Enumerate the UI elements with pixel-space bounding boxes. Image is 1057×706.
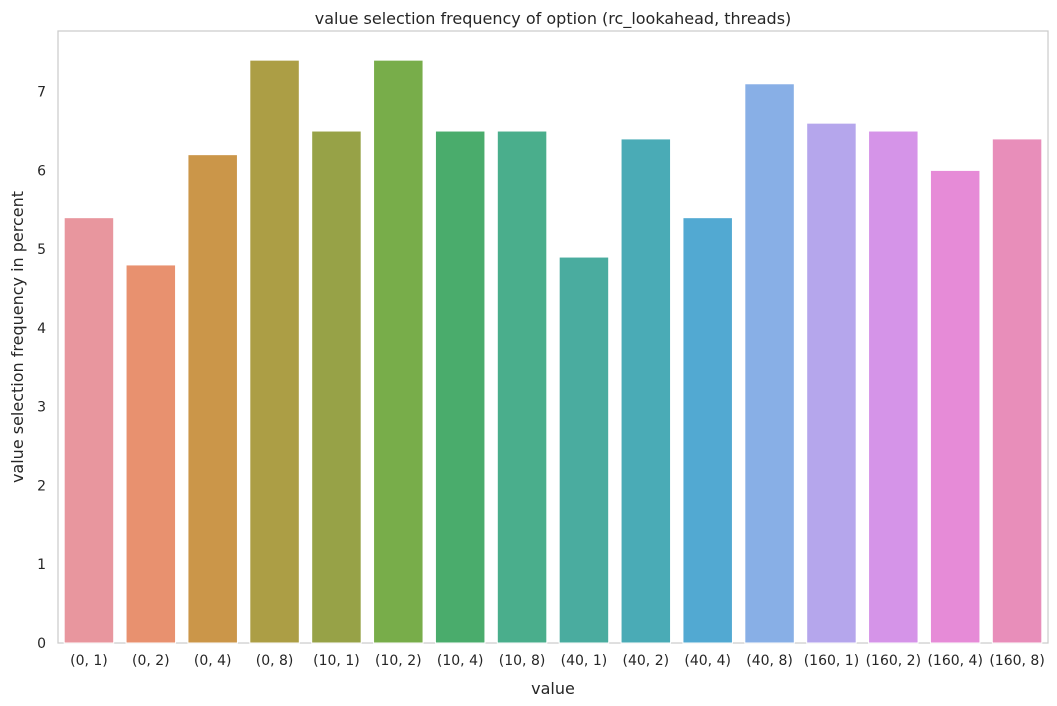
y-tick-label: 4 (37, 321, 46, 337)
x-tick-label: (10, 4) (437, 653, 484, 669)
x-tick-label: (0, 1) (70, 653, 108, 669)
bar-4 (311, 130, 362, 644)
bar-12 (806, 122, 857, 644)
bar-5 (373, 59, 424, 644)
chart-title: value selection frequency of option (rc_… (315, 9, 792, 29)
y-tick-label: 1 (37, 557, 46, 573)
y-tick-label: 2 (37, 478, 46, 494)
bar-2 (187, 154, 238, 644)
y-axis-label: value selection frequency in percent (8, 191, 27, 483)
x-tick-label: (160, 2) (866, 653, 921, 669)
x-tick-label: (0, 2) (132, 653, 170, 669)
bar-7 (496, 130, 548, 644)
y-tick-labels: 0 1 2 3 4 5 6 7 (37, 85, 46, 652)
y-tick-label: 7 (37, 85, 46, 101)
y-tick-label: 5 (37, 242, 46, 258)
x-tick-labels: (0, 1) (0, 2) (0, 4) (0, 8) (10, 1) (10, 2) (1… (70, 653, 1045, 669)
x-tick-label: (0, 4) (194, 653, 232, 669)
x-tick-label: (160, 4) (927, 653, 982, 669)
x-axis-label: value (531, 679, 575, 698)
y-tick-label: 0 (37, 636, 46, 652)
x-tick-label: (40, 8) (746, 653, 793, 669)
x-tick-label: (10, 2) (375, 653, 422, 669)
x-tick-label: (40, 2) (623, 653, 670, 669)
x-tick-label: (0, 8) (256, 653, 294, 669)
plot-area-frame (57, 30, 1049, 644)
bar-10 (682, 217, 733, 644)
bar-1 (125, 264, 177, 644)
bar-14 (929, 169, 981, 644)
y-tick-label: 6 (37, 163, 46, 179)
x-tick-label: (40, 1) (561, 653, 608, 669)
x-tick-label: (160, 1) (804, 653, 859, 669)
bar-3 (249, 59, 300, 644)
x-tick-label: (10, 8) (499, 653, 546, 669)
bars-group (63, 59, 1043, 644)
bar-0 (63, 217, 115, 644)
bar-11 (744, 83, 795, 644)
bar-13 (868, 130, 919, 644)
x-tick-label: (160, 8) (989, 653, 1044, 669)
bar-15 (991, 138, 1043, 644)
x-tick-label: (40, 4) (684, 653, 731, 669)
bar-6 (434, 130, 486, 644)
bar-8 (558, 256, 610, 644)
y-tick-label: 3 (37, 400, 46, 416)
bar-9 (620, 138, 672, 644)
x-tick-label: (10, 1) (313, 653, 360, 669)
